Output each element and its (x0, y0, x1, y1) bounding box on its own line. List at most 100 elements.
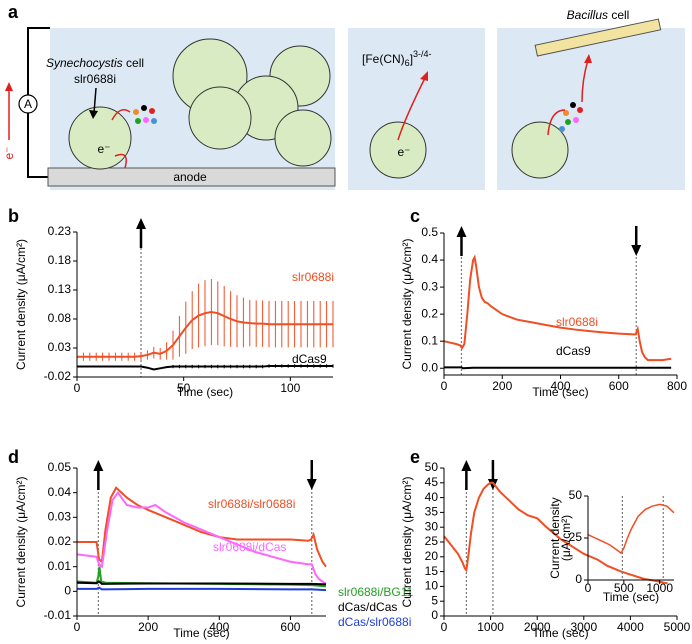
molecule (133, 109, 139, 115)
panel-label: e (410, 447, 420, 467)
series-label: dCas9 (556, 344, 591, 358)
series-line (443, 481, 668, 585)
x-tick-label: 400 (550, 379, 570, 393)
y-tick-label: 0 (575, 572, 582, 586)
y-tick-label: 0.0 (421, 360, 438, 374)
x-tick-label: 200 (138, 620, 158, 634)
series-line (443, 254, 672, 362)
y-tick-label: 20 (425, 549, 439, 563)
electron-path (397, 77, 426, 141)
arrow-head (93, 460, 104, 471)
x-axis-label: Time (sec) (532, 385, 588, 399)
y-tick-label: 0.1 (421, 333, 438, 347)
series-label: slr0688i/slr0688i (208, 497, 295, 511)
species: Bacillus (567, 8, 608, 22)
cell-word: cell (611, 8, 629, 22)
mediator-label: [Fe(CN)6]3-/4- (362, 49, 432, 68)
x-axis-label: Time (sec) (532, 626, 588, 640)
y-tick-label: 45 (425, 475, 439, 489)
series-line (77, 586, 327, 592)
x-tick-label: 2000 (524, 620, 551, 634)
molecule (149, 108, 155, 114)
arrow-head (5, 82, 13, 91)
series-label: slr0688i/dCas (213, 540, 286, 554)
molecule (141, 105, 147, 111)
y-tick-label: -0.01 (44, 608, 72, 622)
arrow-head (89, 110, 98, 119)
chart: d slr0688i/slr0688i slr0688i/dCas slr0688i/… (8, 447, 413, 640)
y-tick-label: 50 (425, 460, 439, 474)
y-tick-label: 0 (431, 608, 438, 622)
x-tick-label: 600 (609, 379, 629, 393)
series-line (444, 366, 672, 370)
y-tick-label: 10 (425, 579, 439, 593)
series-line (76, 490, 327, 585)
anode-label: anode (173, 170, 207, 184)
x-tick-label: 200 (492, 379, 512, 393)
mediator-part: ] (410, 52, 413, 66)
y-tick-label: 0.4 (421, 252, 438, 266)
x-axis-label: Time (sec) (173, 626, 229, 640)
y-tick-label: 0.2 (421, 306, 438, 320)
y-axis-label: Current density (μA/cm²) (400, 477, 414, 608)
chart: b slr0688i dCas9 -0.02 0.03 0.08 0.13 0.18 0.23 0… (8, 206, 334, 399)
pointer (93, 87, 97, 114)
y-tick-label: 0.08 (48, 311, 72, 325)
arrow-head (584, 54, 592, 63)
y-tick-label: 30 (425, 519, 439, 533)
series-line (77, 311, 333, 358)
x-tick-label: 1000 (646, 581, 673, 595)
x-tick-label: 400 (209, 620, 229, 634)
cell (188, 86, 252, 150)
y-tick-label: -0.02 (44, 369, 72, 383)
x-tick-label: 50 (177, 381, 191, 395)
panel-label: a (8, 2, 19, 22)
x-tick-label: 800 (667, 379, 687, 393)
x-tick-label: 3000 (570, 620, 597, 634)
arrow-head (487, 479, 498, 490)
y-tick-label: 0.01 (48, 559, 72, 573)
y-tick-label: 35 (425, 505, 439, 519)
series-label: dCas/dCas (338, 600, 397, 614)
y-axis-label: Current density (548, 497, 562, 578)
x-tick-label: 1000 (477, 620, 504, 634)
x-tick-label: 0 (585, 581, 592, 595)
electron-label: e⁻ (397, 145, 410, 159)
species: Synechocystis (46, 56, 123, 70)
y-axis-label: Current density (μA/cm²) (14, 477, 28, 608)
y-tick-label: 5 (431, 593, 438, 607)
arrow-head (631, 245, 642, 256)
mediator-part: [Fe(CN) (362, 52, 405, 66)
y-tick-label: 15 (425, 564, 439, 578)
y-tick-label: 0.23 (48, 224, 72, 238)
series-label: slr0688i (292, 270, 334, 284)
y-tick-label: 0.3 (421, 279, 438, 293)
y-axis-label: Current density (μA/cm²) (400, 239, 414, 370)
molecule (135, 118, 141, 124)
molecule (143, 117, 149, 123)
electron-label: e⁻ (97, 142, 110, 156)
cell-label: Synechocystis cell (46, 56, 144, 70)
y-tick-label: 0.5 (421, 225, 438, 239)
x-tick-label: 0 (74, 620, 81, 634)
x-tick-label: 600 (280, 620, 300, 634)
strain-label: slr0688i (74, 72, 116, 86)
series-label: slr0688i/BG11 (338, 585, 413, 599)
series-label: slr0688i (556, 315, 598, 329)
series-line (587, 503, 675, 555)
y-axis-label: Current density (μA/cm²) (14, 239, 28, 370)
molecule (577, 107, 583, 113)
x-tick-label: 100 (280, 381, 300, 395)
panel-label: d (8, 447, 19, 467)
cell (274, 109, 332, 167)
y-tick-label: 0.03 (48, 340, 72, 354)
molecule (573, 117, 579, 123)
y-tick-label: 50 (569, 488, 583, 502)
panel-label: b (8, 206, 19, 226)
bacillus-cell (534, 18, 662, 57)
series-label: dCas/slr0688i (338, 615, 411, 629)
arrow-head (306, 479, 317, 490)
ammeter-label: A (24, 97, 32, 111)
